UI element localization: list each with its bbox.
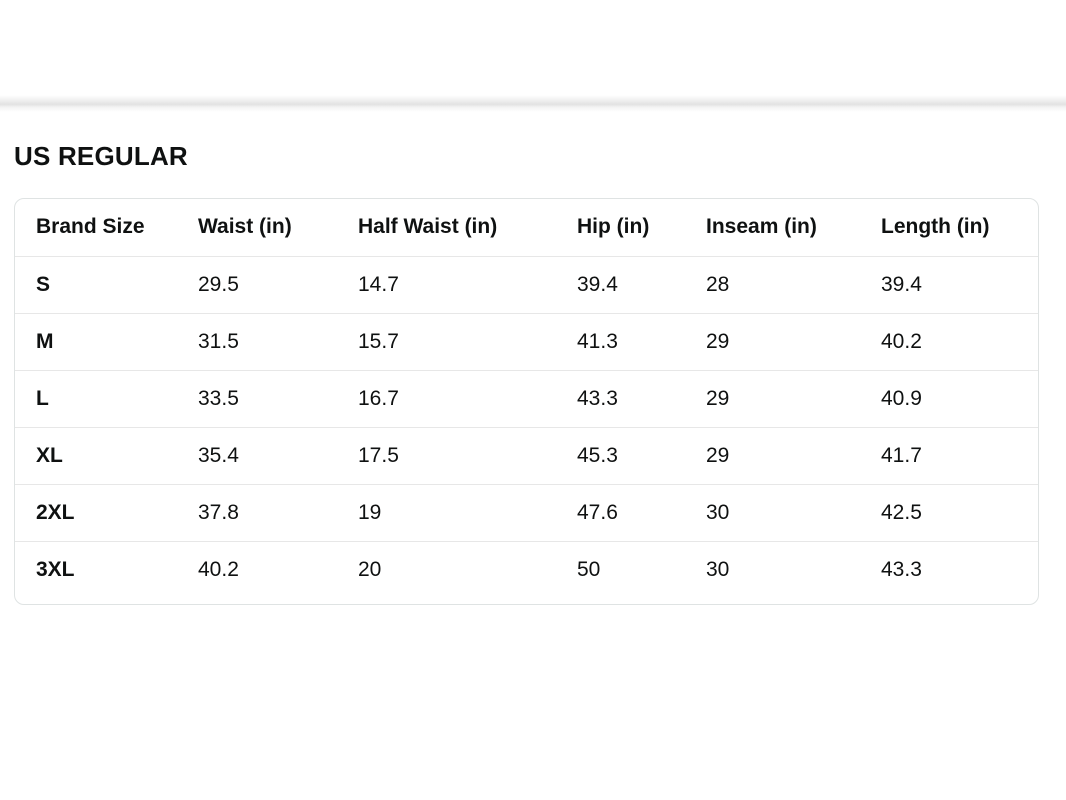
length-cell: 40.9 [860,369,1038,427]
waist-cell: 33.5 [177,369,337,427]
half-waist-cell: 19 [337,483,556,541]
length-cell: 39.4 [860,255,1038,313]
brand-size-cell: S [15,255,177,313]
table-header-row: Brand Size Waist (in) Half Waist (in) Hi… [15,199,1038,256]
hip-cell: 45.3 [556,426,685,484]
column-header-hip: Hip (in) [577,215,650,239]
size-chart-table: Brand Size Waist (in) Half Waist (in) Hi… [15,199,1038,598]
length-cell: 42.5 [860,483,1038,541]
table-row-l: L 33.5 16.7 43.3 29 40.9 [15,369,1038,427]
waist-cell: 37.8 [177,483,337,541]
inseam-cell: 30 [685,483,860,541]
brand-size-cell: 3XL [15,540,177,598]
inseam-cell: 30 [685,540,860,598]
hip-cell: 47.6 [556,483,685,541]
waist-cell: 29.5 [177,255,337,313]
table-row-xl: XL 35.4 17.5 45.3 29 41.7 [15,426,1038,484]
table-row-s: S 29.5 14.7 39.4 28 39.4 [15,255,1038,313]
length-cell: 43.3 [860,540,1038,598]
column-header-waist: Waist (in) [198,215,292,239]
brand-size-cell: L [15,369,177,427]
half-waist-cell: 16.7 [337,369,556,427]
table-row-3xl: 3XL 40.2 20 50 30 43.3 [15,540,1038,598]
hip-cell: 41.3 [556,312,685,370]
half-waist-cell: 17.5 [337,426,556,484]
table-row-m: M 31.5 15.7 41.3 29 40.2 [15,312,1038,370]
half-waist-cell: 15.7 [337,312,556,370]
length-cell: 41.7 [860,426,1038,484]
size-chart-card: Brand Size Waist (in) Half Waist (in) Hi… [14,198,1039,605]
hip-cell: 50 [556,540,685,598]
column-header-half-waist: Half Waist (in) [358,215,498,239]
waist-cell: 40.2 [177,540,337,598]
hip-cell: 43.3 [556,369,685,427]
waist-cell: 31.5 [177,312,337,370]
brand-size-cell: 2XL [15,483,177,541]
inseam-cell: 29 [685,312,860,370]
inseam-cell: 29 [685,426,860,484]
waist-cell: 35.4 [177,426,337,484]
brand-size-cell: XL [15,426,177,484]
sticky-header-shadow [0,95,1066,112]
column-header-length: Length (in) [881,215,990,239]
brand-size-cell: M [15,312,177,370]
column-header-brand-size: Brand Size [36,215,145,239]
table-row-2xl: 2XL 37.8 19 47.6 30 42.5 [15,483,1038,541]
length-cell: 40.2 [860,312,1038,370]
hip-cell: 39.4 [556,255,685,313]
inseam-cell: 28 [685,255,860,313]
column-header-inseam: Inseam (in) [706,215,817,239]
half-waist-cell: 20 [337,540,556,598]
half-waist-cell: 14.7 [337,255,556,313]
inseam-cell: 29 [685,369,860,427]
section-title: US REGULAR [14,141,188,171]
